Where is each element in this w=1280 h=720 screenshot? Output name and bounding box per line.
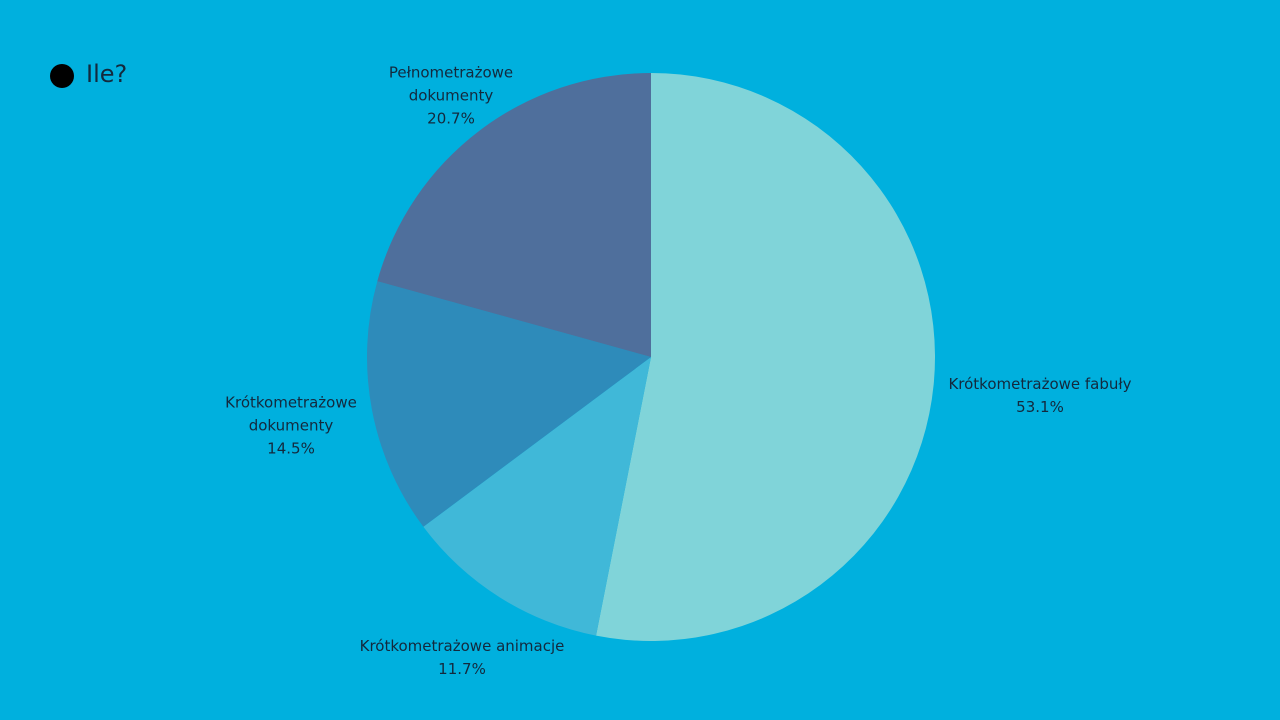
slice-value: 53.1% xyxy=(1016,398,1064,416)
slice-name: Pełnometrażowe dokumenty xyxy=(388,63,514,105)
slice-name: Krótkometrażowe animacje xyxy=(359,637,565,655)
pie-slice xyxy=(367,281,651,527)
slice-value: 20.7% xyxy=(427,109,475,128)
slice-label: Krótkometrażowe animacje 11.7% xyxy=(332,635,592,681)
chart-title: Ile? xyxy=(86,60,128,88)
slice-name: Krótkometrażowe dokumenty xyxy=(225,393,357,435)
slice-name: Krótkometrażowe fabuły xyxy=(948,375,1132,393)
pie-slice xyxy=(596,73,936,642)
pie-slice xyxy=(423,357,651,636)
slice-value: 11.7% xyxy=(438,660,486,678)
slice-label: Krótkometrażowe fabuły 53.1% xyxy=(920,373,1160,419)
slice-label: Pełnometrażowe dokumenty 20.7% xyxy=(376,62,526,131)
slice-value: 14.5% xyxy=(267,439,315,458)
pie-slice xyxy=(377,73,651,357)
slice-label: Krótkometrażowe dokumenty 14.5% xyxy=(216,392,366,461)
title-bullet xyxy=(50,64,74,88)
